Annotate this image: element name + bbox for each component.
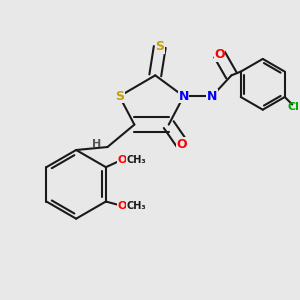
Text: H: H: [92, 139, 102, 149]
Text: N: N: [207, 90, 217, 103]
Text: O: O: [177, 137, 188, 151]
Text: Cl: Cl: [288, 102, 300, 112]
Text: O: O: [118, 155, 127, 165]
Text: H: H: [209, 95, 218, 105]
Text: O: O: [214, 48, 225, 61]
Text: S: S: [155, 40, 164, 53]
Text: N: N: [178, 90, 189, 103]
Text: CH₃: CH₃: [127, 155, 146, 165]
Text: S: S: [115, 90, 124, 103]
Text: CH₃: CH₃: [127, 201, 146, 211]
Text: O: O: [118, 201, 127, 211]
